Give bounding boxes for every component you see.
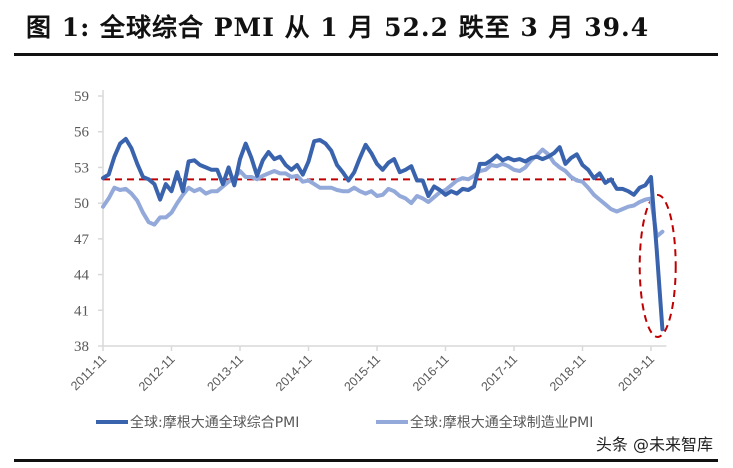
x-tick-label: 2015-11 (341, 352, 383, 394)
legend-item-manufacturing: 全球:摩根大通全球制造业PMI (376, 412, 593, 432)
chart-title: 图 1: 全球综合 PMI 从 1 月 52.2 跌至 3 月 39.4 (26, 13, 650, 42)
y-tick-label: 44 (74, 268, 90, 284)
y-tick-label: 38 (74, 339, 89, 355)
highlight-ellipse (638, 194, 677, 338)
title-rule (14, 53, 718, 56)
y-tick-label: 56 (74, 125, 90, 141)
x-tick-label: 2011-11 (68, 352, 109, 393)
x-axis: 2011-11 2012-11 2013-11 2014-11 2015-11 2016-… (68, 345, 667, 394)
y-tick-label: 41 (74, 303, 89, 319)
data-lines (101, 136, 665, 332)
manufacturing-pmi-line (101, 147, 665, 239)
legend-label-composite: 全球:摩根大通全球综合PMI (130, 415, 300, 431)
x-tick-label: 2013-11 (204, 352, 246, 394)
y-tick-label: 53 (74, 160, 89, 176)
x-tick-label: 2017-11 (478, 352, 520, 394)
legend-item-composite: 全球:摩根大通全球综合PMI (96, 412, 299, 432)
annotations (103, 178, 677, 338)
bottom-rule (14, 459, 718, 462)
x-tick-label: 2014-11 (273, 352, 315, 394)
watermark: 头条 @未来智库 (595, 435, 713, 454)
y-tick-label: 47 (74, 232, 90, 248)
composite-pmi-line (101, 136, 665, 332)
x-tick-label: 2016-11 (410, 352, 452, 394)
y-tick-label: 50 (74, 196, 89, 212)
legend-swatch-composite (96, 420, 128, 424)
x-tick-label: 2019-11 (615, 352, 657, 394)
y-axis: 59 56 53 50 47 44 41 38 (74, 89, 104, 355)
legend-swatch-manufacturing (376, 420, 408, 424)
x-tick-label: 2012-11 (136, 352, 178, 394)
legend-label-manufacturing: 全球:摩根大通全球制造业PMI (410, 415, 594, 431)
x-tick-label: 2018-11 (547, 352, 589, 394)
y-tick-label: 59 (74, 89, 89, 105)
